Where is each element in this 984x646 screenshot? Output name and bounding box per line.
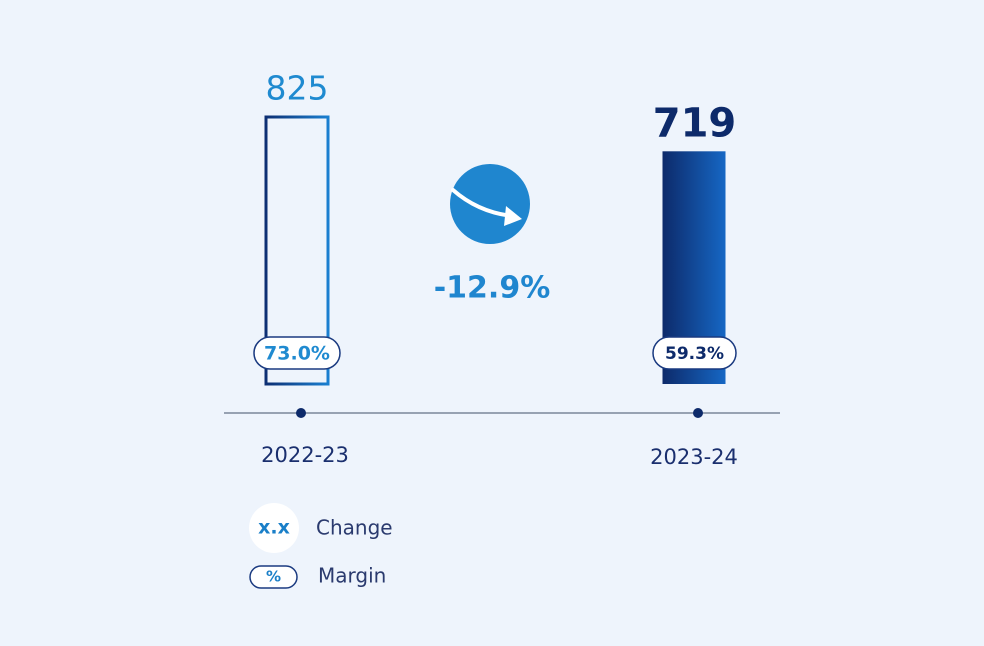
x-tick-label: 2023-24	[650, 445, 738, 469]
x-tick-label: 2022-23	[261, 443, 349, 467]
axis-dot	[296, 408, 306, 418]
margin-pill	[652, 336, 737, 370]
bar	[264, 115, 330, 386]
legend-symbol: %	[266, 568, 281, 586]
change-icon	[450, 164, 530, 244]
legend-change-symbol-bg	[249, 503, 299, 553]
legend: x.x Change % Margin	[249, 503, 393, 589]
value-label: 825	[266, 69, 329, 108]
legend-label: Change	[316, 516, 393, 540]
legend-label: Margin	[318, 564, 386, 588]
margin-label: 73.0%	[264, 343, 330, 365]
value-label: 719	[653, 100, 737, 146]
change-label: -12.9%	[434, 271, 551, 306]
margin-label: 59.3%	[665, 344, 724, 364]
legend-margin-symbol-bg	[249, 565, 298, 589]
margin-pill	[253, 336, 341, 370]
axis-dot	[693, 408, 703, 418]
legend-symbol: x.x	[258, 517, 290, 539]
